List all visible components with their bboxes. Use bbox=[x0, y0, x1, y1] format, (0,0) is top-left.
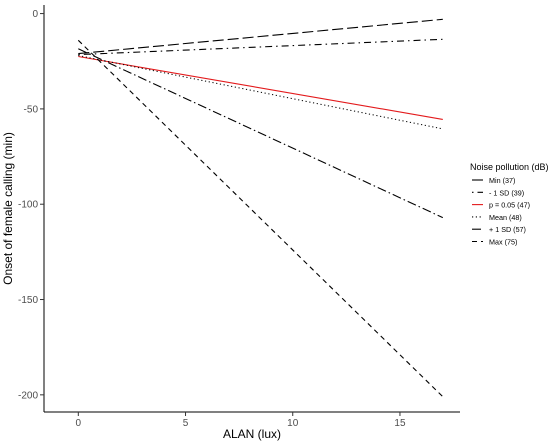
series-line-5 bbox=[77, 39, 444, 398]
series-line-4 bbox=[78, 48, 444, 219]
series-line-0 bbox=[78, 18, 443, 55]
x-tick-label: 5 bbox=[183, 418, 189, 429]
legend-label-1: - 1 SD (39) bbox=[489, 188, 524, 197]
series-line-3 bbox=[78, 54, 443, 130]
legend-label-3: Mean (48) bbox=[489, 213, 522, 222]
series-line-1 bbox=[78, 38, 443, 56]
series-line-2 bbox=[78, 55, 443, 120]
y-tick-label: 0 bbox=[32, 9, 38, 20]
legend-title: Noise pollution (dB) bbox=[470, 162, 549, 172]
x-tick-label: 15 bbox=[394, 418, 406, 429]
y-tick-label: -200 bbox=[18, 390, 38, 401]
legend-label-2: p = 0.05 (47) bbox=[489, 201, 530, 210]
y-tick-label: -50 bbox=[24, 104, 39, 115]
x-tick-label: 10 bbox=[287, 418, 299, 429]
y-tick-label: -100 bbox=[18, 200, 38, 211]
x-axis-title: ALAN (lux) bbox=[223, 427, 281, 441]
legend-label-5: Max (75) bbox=[489, 238, 517, 247]
axes: 0 5 10 15 0 -50 -100 -150 -200 ALAN (lux) Onset of… bbox=[1, 5, 460, 441]
y-tick-label: -150 bbox=[18, 295, 38, 306]
series-layer bbox=[77, 18, 444, 398]
legend: Noise pollution (dB) Min (37) - 1 SD (39) p… bbox=[470, 162, 549, 247]
legend-label-0: Min (37) bbox=[489, 176, 515, 185]
legend-label-4: + 1 SD (57) bbox=[489, 225, 526, 234]
y-axis-title: Onset of female calling (min) bbox=[1, 132, 15, 285]
x-tick-label: 0 bbox=[76, 418, 82, 429]
